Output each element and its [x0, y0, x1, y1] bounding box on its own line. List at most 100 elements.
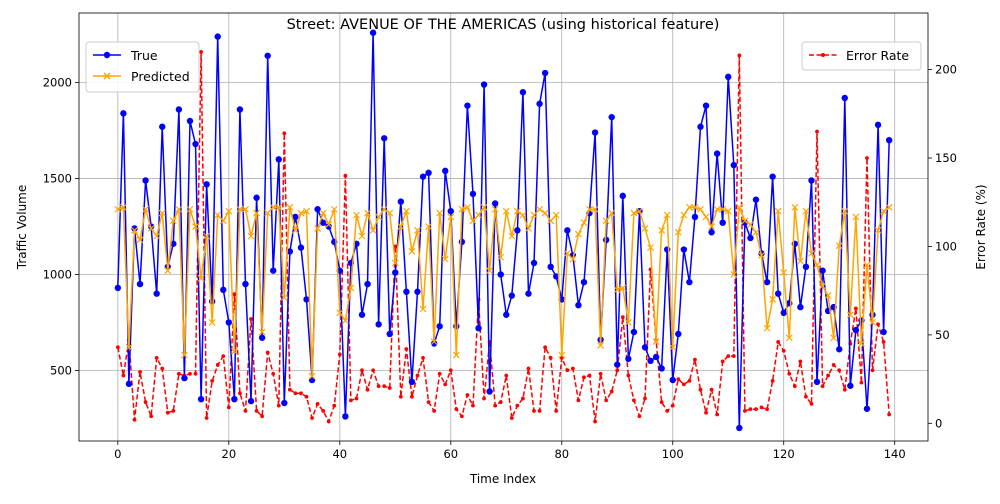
- true-point: [630, 328, 638, 336]
- predicted-point: [880, 207, 888, 215]
- predicted-point: [269, 203, 277, 211]
- error-rate-point: [670, 403, 675, 408]
- predicted-point: [619, 284, 627, 292]
- predicted-point: [391, 259, 399, 267]
- legend-error-label: Error Rate: [846, 48, 909, 63]
- y2-tick-label: 100: [935, 239, 957, 253]
- error-rate-point: [554, 409, 559, 413]
- x-tick-label: 100: [662, 447, 684, 461]
- true-point: [281, 399, 288, 407]
- true-point: [508, 292, 516, 299]
- predicted-point: [469, 217, 477, 225]
- error-rate-point: [421, 355, 425, 360]
- predicted-point: [558, 351, 566, 359]
- predicted-point: [863, 261, 871, 269]
- error-rate-point: [154, 355, 159, 360]
- error-rate-point: [199, 50, 203, 54]
- error-rate-point: [398, 394, 403, 399]
- error-rate-point: [881, 340, 886, 344]
- error-rate-point: [299, 391, 303, 396]
- true-point: [386, 330, 393, 338]
- predicted-point: [325, 221, 333, 229]
- error-rate-point: [565, 368, 570, 373]
- predicted-point: [131, 226, 138, 234]
- predicted-point: [763, 324, 771, 332]
- error-rate-point: [387, 386, 392, 390]
- predicted-point: [680, 211, 688, 219]
- y2-tick-label: 50: [935, 328, 950, 342]
- true-point: [813, 378, 821, 386]
- error-rate-point: [509, 416, 514, 420]
- true-point: [780, 309, 787, 317]
- true-point: [530, 259, 538, 267]
- predicted-point: [647, 244, 654, 252]
- predicted-point: [574, 230, 582, 238]
- predicted-point: [280, 294, 288, 301]
- true-point: [114, 284, 122, 292]
- predicted-point: [447, 213, 455, 221]
- error-rate-point: [293, 391, 298, 396]
- error-rate-point: [781, 348, 786, 353]
- error-rate-point: [210, 378, 215, 383]
- predicted-point: [430, 338, 438, 346]
- true-point: [480, 81, 488, 88]
- error-rate-point: [809, 401, 814, 406]
- y-axis-right-ticks: 0 50 100 150 200: [928, 63, 957, 430]
- error-rate-point: [437, 371, 442, 376]
- predicted-point: [808, 249, 815, 257]
- predicted-point: [846, 311, 854, 319]
- error-rate-point: [498, 400, 503, 404]
- error-rate-point: [471, 403, 475, 408]
- true-point: [419, 173, 427, 180]
- predicted-point: [530, 211, 538, 219]
- predicted-point: [702, 213, 710, 221]
- error-rate-point: [676, 377, 681, 381]
- error-rate-point: [410, 394, 414, 399]
- predicted-point: [802, 207, 810, 215]
- predicted-point: [869, 319, 876, 326]
- error-rate-point: [543, 345, 548, 350]
- predicted-point: [375, 213, 383, 221]
- predicted-point: [758, 251, 765, 259]
- legend-error-marker: [821, 53, 825, 57]
- predicted-point: [414, 226, 421, 234]
- true-point: [375, 321, 382, 328]
- predicted-point: [735, 203, 743, 211]
- error-rate-point: [681, 382, 686, 387]
- x-axis-ticks: 0 20 40 60 80 100 120 140: [114, 441, 906, 461]
- predicted-point: [663, 211, 671, 219]
- error-rate-point: [176, 371, 181, 376]
- predicted-point: [397, 223, 405, 230]
- true-point: [408, 378, 416, 386]
- predicted-point: [358, 232, 366, 240]
- y-tick-label: 1000: [43, 267, 72, 281]
- error-rate-point: [448, 368, 453, 373]
- predicted-point: [197, 274, 205, 282]
- true-point: [425, 169, 432, 177]
- predicted-point: [192, 223, 199, 230]
- error-rate-point: [831, 363, 836, 367]
- error-rate-point: [459, 414, 464, 419]
- error-rate-point: [637, 414, 642, 419]
- true-point: [847, 382, 854, 389]
- error-rate-point: [315, 401, 320, 406]
- error-rate-point: [693, 357, 697, 362]
- predicted-point: [236, 205, 244, 213]
- predicted-point: [586, 205, 593, 213]
- true-point: [625, 355, 632, 363]
- error-rate-point: [815, 129, 819, 134]
- true-point: [236, 106, 244, 113]
- true-point: [769, 173, 776, 180]
- true-point: [120, 110, 127, 117]
- error-rate-point: [604, 398, 609, 403]
- true-point: [181, 374, 188, 382]
- error-rate-point: [726, 354, 731, 359]
- true-point: [797, 303, 804, 311]
- error-rate-point: [249, 317, 253, 321]
- true-point: [863, 405, 871, 412]
- error-rate-point: [870, 368, 875, 373]
- predicted-point: [425, 223, 433, 230]
- error-rate-point: [132, 417, 137, 422]
- true-point: [292, 213, 299, 221]
- error-rate-point: [643, 396, 647, 401]
